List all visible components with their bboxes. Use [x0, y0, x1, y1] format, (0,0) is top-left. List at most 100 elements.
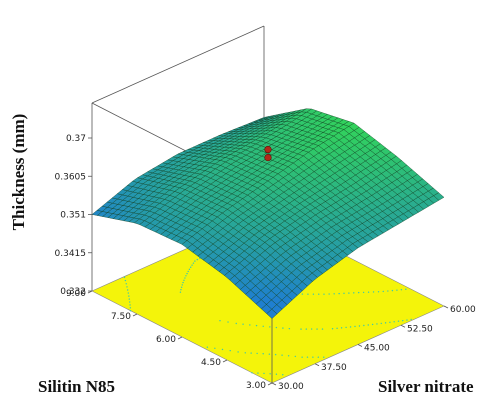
z-tick-label: 0.351: [60, 211, 86, 221]
y-tick-mark: [271, 382, 277, 386]
contour-point: [281, 354, 283, 356]
contour-point: [206, 346, 209, 348]
x-tick-mark: [177, 336, 183, 340]
contour-point: [305, 328, 308, 330]
contour-point: [125, 283, 127, 285]
contour-point: [188, 268, 191, 271]
contour-point: [124, 279, 127, 282]
contour-point: [340, 327, 343, 329]
contour-point: [317, 356, 320, 358]
contour-point: [357, 291, 360, 294]
contour-point: [358, 325, 361, 327]
design-point: [264, 145, 272, 154]
contour-point: [353, 292, 355, 294]
contour-point: [321, 328, 324, 330]
contour-point: [316, 328, 318, 330]
contour-point: [287, 355, 290, 357]
y-tick-mark: [443, 305, 449, 309]
y-axis-ticks: 30.00 37.50 45.00 52.50 60.00: [271, 305, 476, 392]
contour-point: [183, 279, 185, 281]
contour-point: [214, 347, 216, 349]
contour-point: [371, 323, 374, 326]
contour-point: [196, 258, 199, 261]
y-tick-mark: [400, 324, 406, 328]
contour-point: [221, 348, 224, 351]
contour-point: [184, 277, 186, 279]
contour-point: [229, 349, 231, 352]
contour-point: [406, 319, 408, 321]
contour-point: [255, 324, 258, 327]
contour-point: [190, 266, 192, 268]
contour-point: [336, 327, 338, 330]
contour-point: [301, 356, 303, 358]
contour-point: [338, 292, 340, 295]
x-tick-label: 4.50: [201, 358, 221, 368]
contour-point: [377, 291, 380, 293]
contour-point: [400, 289, 403, 291]
contour-point: [410, 318, 412, 321]
contour-point: [323, 293, 325, 295]
contour-point: [362, 291, 365, 294]
z-tick-label: 0.37: [66, 134, 86, 144]
frame-top-edge: [91, 25, 265, 104]
contour-point: [328, 293, 330, 295]
contour-point: [192, 262, 195, 264]
contour-point: [129, 307, 132, 309]
contour-point: [242, 323, 244, 325]
x-tick-label: 3.00: [246, 381, 266, 391]
contour-point: [191, 264, 193, 266]
contour-point: [126, 286, 128, 288]
contour-point: [310, 328, 313, 330]
x-tick-label: 7.50: [111, 312, 131, 322]
contour-point: [251, 372, 253, 374]
contour-point: [282, 374, 284, 376]
y-axis-title: Silver nitrate: [378, 377, 474, 396]
x-tick-mark: [267, 382, 273, 386]
contour-point: [333, 293, 335, 295]
contour-point: [181, 284, 183, 286]
contour-point: [185, 275, 187, 277]
contour-point: [128, 298, 131, 300]
contour-point: [275, 373, 278, 375]
contour-point: [367, 324, 369, 326]
contour-point: [294, 355, 297, 358]
contour-point: [275, 326, 278, 329]
contour-point: [282, 327, 284, 329]
surface-cell: [433, 192, 445, 201]
contour-point: [288, 327, 291, 330]
contour-point: [312, 356, 314, 358]
contour-point: [300, 328, 302, 330]
contour-point: [227, 321, 229, 323]
contour-point: [237, 351, 239, 353]
contour-point: [263, 372, 265, 375]
response-surface: [91, 108, 445, 319]
x-axis-ticks: 9.00 7.50 6.00 4.50 3.00: [66, 289, 273, 391]
contour-point: [244, 352, 246, 354]
z-axis-title: Thickness (mm): [9, 114, 28, 231]
x-tick-mark: [87, 290, 93, 294]
contour-point: [129, 304, 131, 306]
contour-point: [256, 352, 258, 355]
contour-point: [129, 301, 131, 303]
contour-point: [269, 326, 271, 328]
contour-point: [182, 281, 184, 284]
contour-point: [250, 352, 252, 354]
contour-point: [331, 328, 334, 330]
contour-point: [393, 321, 395, 323]
contour-point: [380, 322, 382, 325]
contour-point: [194, 260, 196, 262]
z-tick-label: 0.3415: [55, 249, 87, 259]
contour-point: [345, 326, 347, 329]
contour-point: [402, 319, 404, 322]
y-tick-mark: [314, 363, 320, 367]
contour-point: [343, 292, 345, 295]
contour-point: [262, 325, 264, 327]
contour-point: [367, 291, 370, 293]
contour-point: [235, 322, 237, 325]
contour-point: [186, 272, 188, 275]
contour-point: [187, 270, 189, 273]
contour-point: [405, 288, 407, 290]
contour-point: [180, 286, 183, 289]
contour-point: [268, 353, 271, 355]
